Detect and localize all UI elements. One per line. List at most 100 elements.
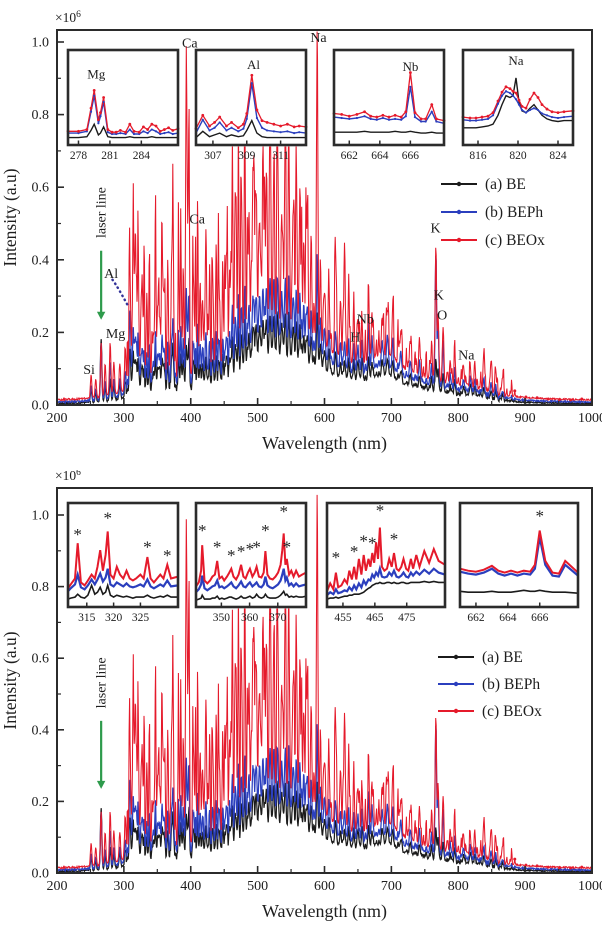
asterisk-marker: *	[198, 521, 207, 540]
spectrum-curves	[57, 494, 592, 873]
inset-series-BE	[195, 589, 307, 601]
inset-tick-label: 666	[402, 150, 420, 162]
marker-dot	[580, 397, 584, 401]
marker-dot	[557, 866, 561, 870]
inset-series-BE	[68, 122, 178, 139]
x-tick-label: 600	[314, 411, 335, 426]
inset-tick-label: 350	[213, 612, 231, 624]
asterisk-marker: *	[332, 548, 341, 567]
series-BEPh	[57, 724, 592, 873]
inset-tick-label: 278	[70, 150, 88, 162]
asterisk-marker: *	[163, 546, 172, 565]
x-tick-label: 500	[247, 879, 268, 894]
spectrum-curves	[57, 31, 592, 405]
series-BEPh	[57, 254, 592, 405]
asterisk-marker: *	[376, 501, 385, 520]
inset-tick-label: 824	[549, 150, 567, 162]
y-tick-label: 0.2	[32, 795, 50, 810]
inset-series-BE	[326, 580, 445, 600]
inset-1: 307 309 311 Al	[194, 48, 308, 162]
asterisk-marker: *	[279, 502, 288, 521]
asterisk-marker: *	[390, 529, 399, 548]
asterisk-marker: *	[368, 533, 377, 552]
inset-tick-label: 320	[105, 612, 123, 624]
y-tick-label: 1.0	[32, 509, 50, 524]
inset-tick-label: 455	[334, 612, 352, 624]
element-label-Al: Al	[104, 267, 118, 282]
legend-marker-BEPh	[456, 209, 462, 215]
inset-series-BEOx	[67, 531, 179, 589]
element-label-K: K	[434, 289, 444, 304]
inset-tick-label: 475	[398, 612, 416, 624]
marker-dot	[513, 857, 517, 861]
y-tick-label: 0.4	[32, 723, 50, 738]
element-label-K: K	[430, 222, 440, 237]
inset-tick-label: 662	[467, 612, 485, 624]
inset-tick-label: 360	[241, 612, 259, 624]
asterisk-marker: *	[261, 521, 270, 540]
legend-marker-BE	[453, 654, 459, 660]
legend: (a) BE (b) BEPh (c) BEOx	[441, 176, 545, 249]
marker-dot	[513, 389, 517, 393]
marker-dot	[557, 398, 561, 402]
element-label-Na: Na	[310, 31, 327, 46]
inset-tick-label: 307	[204, 150, 222, 162]
asterisk-marker: *	[73, 525, 82, 544]
inset-tick-label: 666	[531, 612, 549, 624]
marker-dot	[546, 865, 550, 869]
inset-tick-label: 664	[371, 150, 389, 162]
laser-arrow-head	[96, 311, 106, 320]
marker-dot	[535, 864, 539, 868]
marker-dot	[569, 866, 573, 870]
inset-3: 662 664 666 *	[458, 501, 580, 624]
inset-tick-label: 662	[341, 150, 359, 162]
element-label-Nb: Nb	[357, 312, 374, 327]
inset-series-BE	[67, 582, 178, 600]
legend: (a) BE (b) BEPh (c) BEOx	[438, 649, 542, 720]
al-dotted-connector	[111, 278, 130, 308]
element-label-Si: Si	[83, 363, 95, 378]
inset-tick-label: 311	[272, 150, 289, 162]
inset-3: 816 820 824 Na	[461, 48, 575, 162]
asterisk-marker: *	[213, 538, 222, 557]
inset-series-BE	[463, 77, 573, 129]
asterisk-marker: *	[283, 538, 292, 557]
legend-label-BEOx: (c) BEOx	[485, 232, 545, 249]
y-tick-label: 0.6	[32, 181, 50, 196]
series-BEOx	[57, 494, 592, 870]
x-tick-label: 500	[247, 411, 268, 426]
x-tick-label: 300	[113, 411, 134, 426]
y-tick-label: 0.0	[32, 399, 50, 414]
inset-series-BEPh	[326, 564, 446, 597]
x-axis-label: Wavelength (nm)	[262, 901, 387, 922]
x-tick-label: 400	[180, 879, 201, 894]
inset-tick-label: 284	[133, 150, 151, 162]
asterisk-marker: *	[359, 531, 368, 550]
marker-dot	[569, 398, 573, 402]
inset-series-BE	[334, 130, 444, 134]
y-axis-scale-label: ×106	[55, 10, 81, 25]
inset-element-label: Nb	[402, 59, 418, 74]
inset-element-label: Na	[508, 53, 523, 68]
y-tick-label: 0.6	[32, 652, 50, 667]
element-label-O: O	[437, 309, 447, 324]
marker-dot	[580, 865, 584, 869]
legend-marker-BE	[456, 181, 462, 187]
inset-series-BEOx	[326, 527, 446, 593]
y-axis-label: Intensity (a.u)	[0, 168, 20, 266]
asterisk-marker: *	[237, 542, 246, 561]
inset-series-BEPh	[67, 568, 179, 593]
x-tick-label: 600	[314, 879, 335, 894]
marker-dot	[524, 863, 528, 867]
inset-0: 278 281 284 Mg	[66, 48, 180, 162]
marker-dot	[535, 396, 539, 400]
legend-label-BEOx: (c) BEOx	[482, 703, 542, 720]
inset-tick-label: 816	[469, 150, 487, 162]
asterisk-marker: *	[227, 546, 236, 565]
